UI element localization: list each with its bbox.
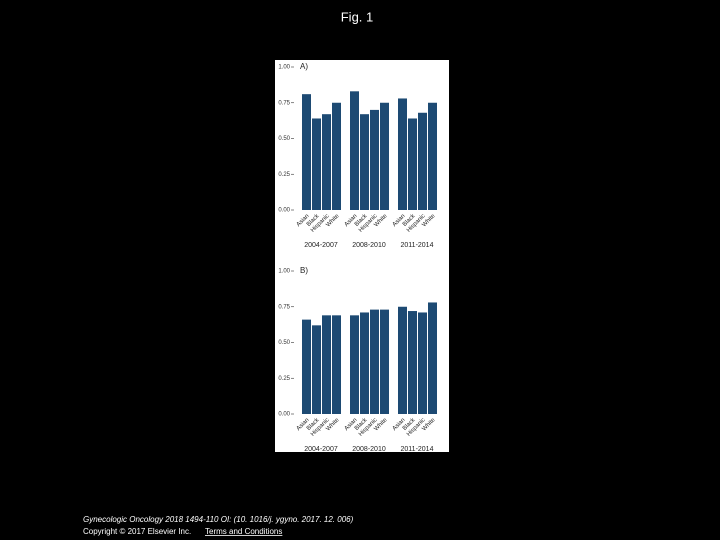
bar [428,102,437,210]
bar [370,109,379,210]
y-tick-label: 0.75 [278,304,290,310]
y-tick-label: 0.00 [278,412,290,418]
bar [428,302,437,414]
bar [380,309,389,414]
bar [302,94,311,210]
bar [408,311,417,414]
y-tick-label: 0.50 [278,136,290,142]
bar [322,315,331,414]
group-label: 2011-2014 [401,242,434,249]
bar [332,315,341,414]
terms-link[interactable]: Terms and Conditions [205,527,282,536]
group-label: 2008-2010 [352,242,386,249]
bar [418,112,427,210]
bar [312,118,321,210]
bar [370,309,379,414]
bar [408,118,417,210]
bar [398,306,407,414]
y-tick-label: 1.00 [278,269,290,275]
y-tick-label: 0.75 [278,100,290,106]
bar [332,102,341,210]
citation: Gynecologic Oncology 2018 1494-110 OI: (… [83,515,354,524]
y-tick-label: 0.25 [278,172,290,178]
group-label: 2011-2014 [401,446,434,453]
y-tick-label: 0.25 [278,376,290,382]
bar [322,114,331,210]
slide-title: Fig. 1 [341,9,374,24]
bar [380,102,389,210]
group-label: 2008-2010 [352,446,386,453]
bar [418,312,427,414]
panel-label: B) [300,266,308,275]
bar [360,114,369,210]
bar [350,315,359,414]
bar [302,319,311,414]
y-tick-label: 0.50 [278,340,290,346]
bar [350,91,359,210]
group-label: 2004-2007 [304,242,338,249]
bar [360,312,369,414]
panel-label: A) [300,62,308,71]
y-tick-label: 0.00 [278,208,290,214]
y-tick-label: 1.00 [278,65,290,71]
bar [312,325,321,414]
copyright: Copyright © 2017 Elsevier Inc. [83,527,191,536]
group-label: 2004-2007 [304,446,338,453]
bar [398,98,407,210]
